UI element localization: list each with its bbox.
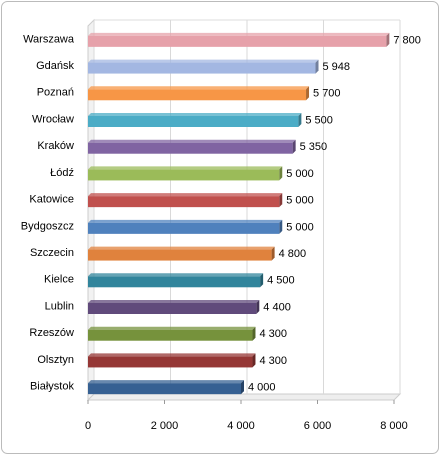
bar [88, 276, 261, 288]
bar-top [88, 273, 264, 277]
bar-end [306, 86, 310, 101]
x-tick-label: 2 000 [151, 420, 179, 432]
bar-top [88, 113, 302, 116]
bar-end [298, 113, 302, 127]
y-tick-label: Łódź [50, 167, 74, 179]
bar [88, 89, 307, 101]
x-tick-label: 0 [85, 420, 91, 432]
bar-end [279, 219, 283, 234]
value-label: 5 700 [313, 88, 341, 100]
y-tick-label: Kraków [37, 140, 74, 152]
x-tick-label: 8 000 [380, 420, 408, 432]
bar-end [315, 59, 319, 74]
y-tick-label: Warszawa [23, 33, 75, 45]
bar-top [88, 353, 256, 357]
y-tick-label: Rzeszów [29, 327, 74, 339]
bar-top [88, 86, 310, 90]
y-tick-label: Wrocław [32, 113, 74, 125]
bar-end [386, 32, 390, 47]
y-tick-label: Bydgoszcz [21, 220, 74, 232]
bar-top [88, 326, 256, 330]
value-label: 4 300 [259, 328, 287, 340]
bar-end [271, 246, 275, 261]
y-tick-label: Gdańsk [36, 60, 74, 72]
bar [88, 249, 272, 261]
x-tick-label: 4 000 [227, 420, 255, 432]
side-wall [87, 18, 95, 402]
value-label: 5 350 [300, 141, 328, 153]
bar-end [256, 300, 260, 314]
y-tick-label: Białystok [30, 381, 75, 393]
bar [88, 62, 316, 74]
bar [88, 35, 387, 47]
bar [88, 356, 253, 368]
value-label: 4 400 [263, 301, 291, 313]
bar [88, 169, 280, 181]
value-label: 4 000 [248, 382, 276, 394]
bar-top [88, 380, 244, 384]
y-tick-label: Lublin [45, 300, 74, 312]
value-label: 4 300 [259, 355, 287, 367]
x-tick-label: 6 000 [304, 420, 332, 432]
value-label: 4 500 [267, 275, 295, 287]
bar-top [88, 139, 296, 143]
y-tick-label: Poznań [37, 87, 74, 99]
bar-top [88, 219, 283, 223]
bar [88, 142, 293, 154]
value-label: 5 000 [286, 168, 314, 180]
bar [88, 196, 280, 208]
value-label: 5 000 [286, 221, 314, 233]
bar-end [279, 166, 283, 181]
floor [86, 393, 402, 401]
y-tick-label: Szczecin [30, 247, 74, 259]
bar-top [88, 246, 275, 250]
bar [88, 329, 253, 341]
value-label: 5 000 [286, 195, 314, 207]
bar-end [279, 193, 283, 208]
y-tick-label: Kielce [44, 274, 74, 286]
bar-top [88, 32, 390, 36]
bar-top [88, 59, 319, 63]
bar-top [88, 300, 260, 303]
value-label: 5 500 [305, 114, 333, 126]
value-label: 7 800 [393, 34, 421, 46]
y-tick-label: Olsztyn [37, 354, 74, 366]
bar-end [292, 139, 296, 154]
y-tick-label: Katowice [29, 194, 74, 206]
bar-end [260, 273, 264, 288]
bar-end [252, 353, 256, 368]
bar [88, 222, 280, 234]
value-label: 5 948 [323, 61, 351, 73]
bar [88, 116, 299, 127]
bar [88, 383, 241, 395]
bar-top [88, 193, 283, 197]
bar-top [88, 166, 283, 170]
bar [88, 303, 257, 314]
bar-end [241, 380, 244, 395]
value-label: 4 800 [279, 248, 307, 260]
bar-end [252, 326, 256, 341]
